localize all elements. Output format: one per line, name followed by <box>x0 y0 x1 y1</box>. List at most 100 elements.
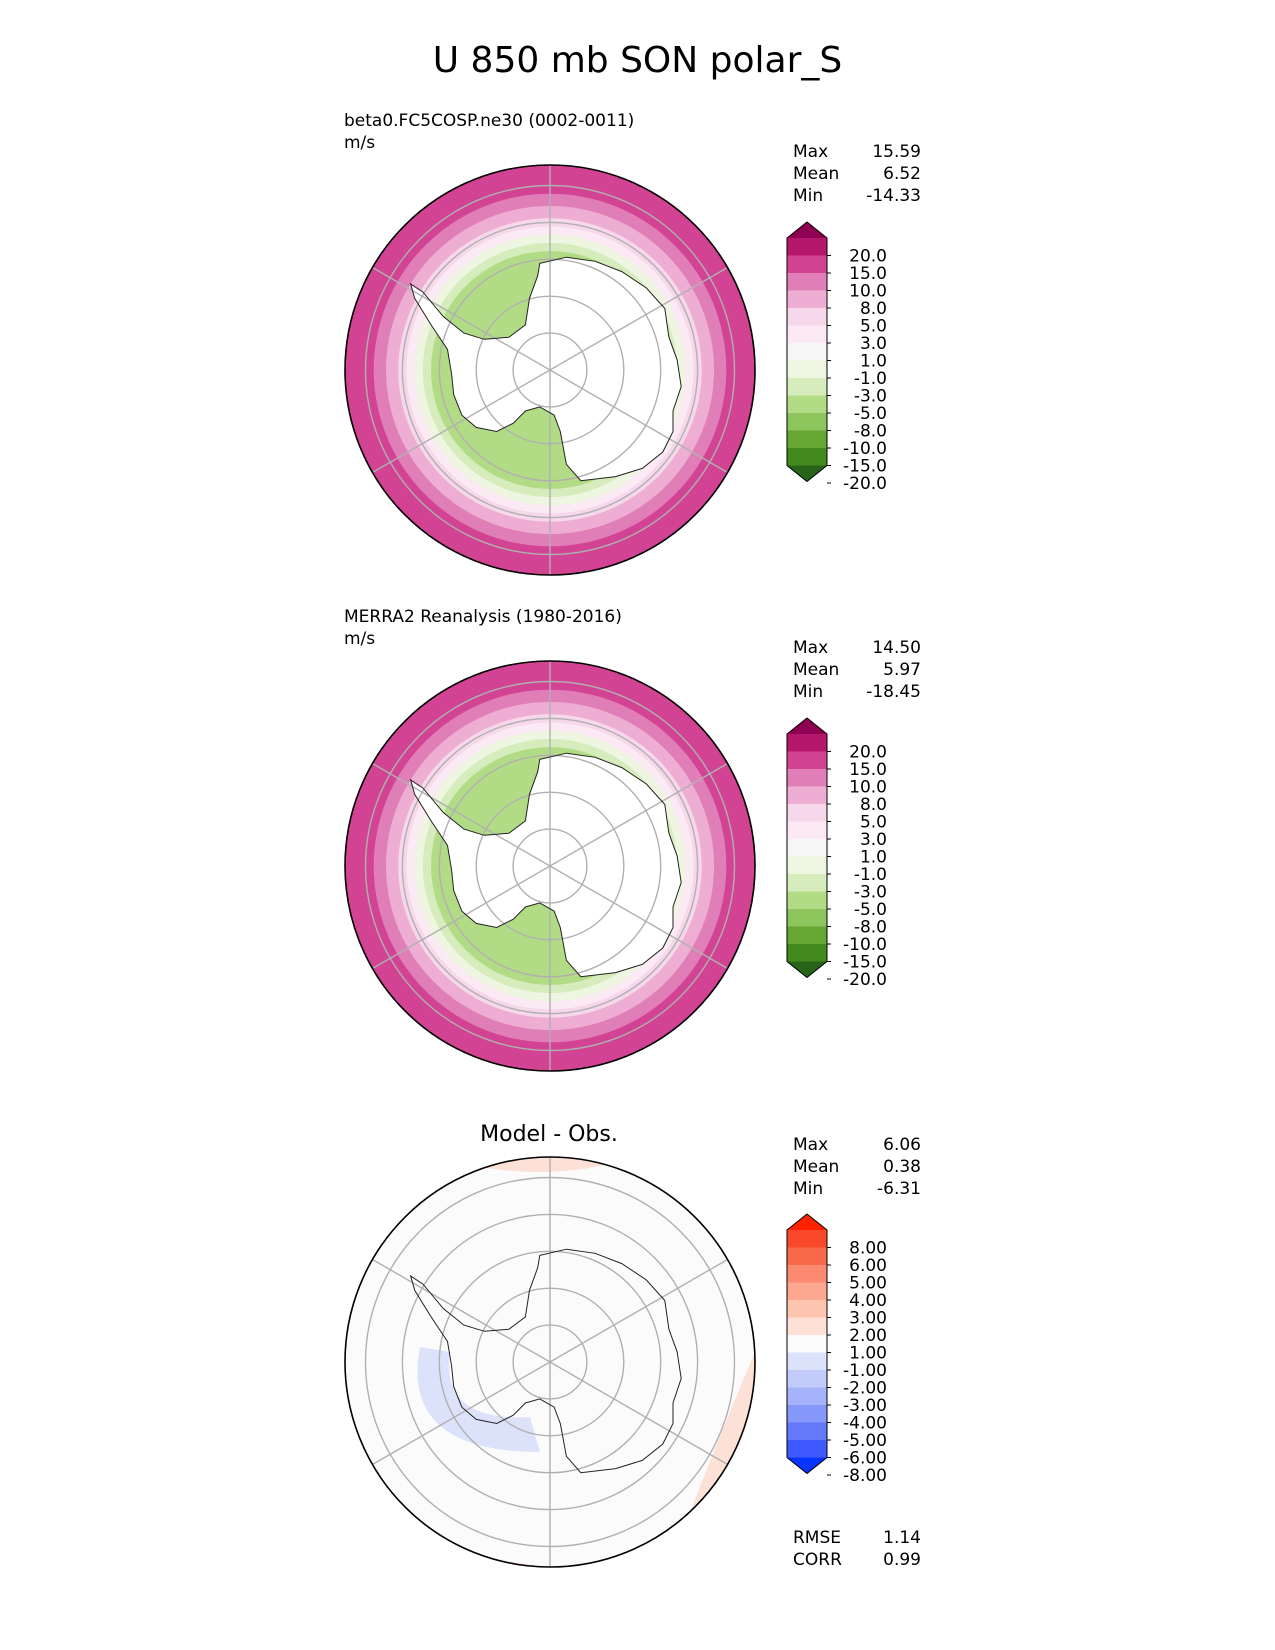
colorbar-tick-label: 6.00 <box>849 1256 887 1276</box>
metric-label: CORR <box>793 1550 842 1570</box>
colorbar-segment <box>787 751 827 770</box>
map-field <box>345 1157 755 1567</box>
colorbar-tick-label: 5.0 <box>860 317 887 337</box>
antarctica-interior <box>410 257 682 481</box>
colorbar-tick-label: 8.00 <box>849 1239 887 1259</box>
colorbar-tick-label: -15.0 <box>843 953 887 973</box>
colorbar-tick-label: -3.00 <box>843 1396 887 1416</box>
graticule-meridian <box>549 762 728 867</box>
panel-reference-polar-map <box>344 660 756 1072</box>
colorbar-tick-label: -8.0 <box>854 918 887 938</box>
colorbar-tick-label: -1.0 <box>854 865 887 885</box>
stat-label: Mean <box>793 1157 840 1177</box>
stat-value: 15.59 <box>872 142 921 162</box>
colorbar-tick-label: -5.00 <box>843 1431 887 1451</box>
panel-reference-colorbar: 20.015.010.08.05.03.01.0-1.0-3.0-5.0-8.0… <box>786 717 887 990</box>
panel-test-units: m/s <box>344 133 376 153</box>
colorbar-segment <box>787 786 827 805</box>
colorbar-segment <box>787 378 827 397</box>
stat-value: 14.50 <box>872 638 921 658</box>
stat-min-row: Min -6.31 <box>793 1178 921 1200</box>
colorbar-segment <box>787 874 827 893</box>
stat-max-row: Max 14.50 <box>793 637 921 659</box>
stat-label: Mean <box>793 164 840 184</box>
colorbar-tick-label: 5.00 <box>849 1274 887 1294</box>
panel-reference-name: MERRA2 Reanalysis (1980-2016) <box>344 607 622 627</box>
graticule-meridian <box>549 369 728 474</box>
colorbar-segment <box>787 395 827 414</box>
graticule-meridian <box>372 369 551 474</box>
panel-diff-stats: Max 6.06 Mean 0.38 Min -6.31 <box>793 1134 921 1200</box>
colorbar-extension-top <box>787 222 827 238</box>
metric-corr-row: CORR 0.99 <box>793 1549 921 1571</box>
panel-test-stats: Max 15.59 Mean 6.52 Min -14.33 <box>793 141 921 207</box>
colorbar-segment <box>787 308 827 327</box>
colorbar-tick-label: 8.0 <box>860 795 887 815</box>
stat-mean-row: Mean 5.97 <box>793 659 921 681</box>
graticule-meridian <box>372 865 551 970</box>
map-border <box>344 164 756 576</box>
colorbar-segment <box>787 891 827 910</box>
colorbar-tick-label: 5.0 <box>860 813 887 833</box>
colorbar-tick-label: 10.0 <box>849 282 887 302</box>
colorbar-tick-label: 1.0 <box>860 848 887 868</box>
colorbar-segment <box>787 1422 827 1441</box>
colorbar-segment <box>787 1247 827 1266</box>
colorbar-tick-label: -15.0 <box>843 457 887 477</box>
colorbar-segment <box>787 734 827 753</box>
diff-negative-region <box>417 1347 540 1452</box>
colorbar-extension-bottom <box>787 961 827 978</box>
stat-min-row: Min -14.33 <box>793 185 921 207</box>
colorbar-extension-top <box>787 718 827 734</box>
colorbar-segment <box>787 821 827 840</box>
colorbar-tick-label: -5.0 <box>854 900 887 920</box>
colorbar-tick-label: 4.00 <box>849 1291 887 1311</box>
stat-label: Max <box>793 142 829 162</box>
panel-test-colorbar: 20.015.010.08.05.03.01.0-1.0-3.0-5.0-8.0… <box>786 221 887 494</box>
panel-diff-colorbar: 8.006.005.004.003.002.001.00-1.00-2.00-3… <box>786 1213 887 1486</box>
colorbar-tick-label: -10.0 <box>843 935 887 955</box>
stat-label: Mean <box>793 660 840 680</box>
stat-value: 5.97 <box>883 660 921 680</box>
colorbar-tick-label: -8.0 <box>854 422 887 442</box>
metric-value: 0.99 <box>883 1550 921 1570</box>
colorbar-tick-label: 1.00 <box>849 1344 887 1364</box>
graticule-meridian <box>549 865 728 970</box>
colorbar-segment <box>787 1282 827 1301</box>
colorbar-tick-label: -3.0 <box>854 883 887 903</box>
colorbar-segment <box>787 944 827 963</box>
colorbar-segment <box>787 1387 827 1406</box>
colorbar-segment <box>787 1335 827 1354</box>
map-field <box>345 165 755 575</box>
panel-test-label: beta0.FC5COSP.ne30 (0002-0011) m/s <box>344 110 634 154</box>
colorbar-tick-label: 20.0 <box>849 247 887 267</box>
graticule-meridian <box>372 266 551 371</box>
panel-test-polar-map <box>344 164 756 576</box>
map-border <box>344 1156 756 1568</box>
colorbar-segment <box>787 413 827 432</box>
graticule-meridian <box>549 266 728 371</box>
colorbar-tick-label: 15.0 <box>849 760 887 780</box>
panel-diff-metrics: RMSE 1.14 CORR 0.99 <box>793 1527 921 1571</box>
colorbar-tick-label: -3.0 <box>854 387 887 407</box>
colorbar-segment <box>787 430 827 449</box>
graticule-meridian <box>372 762 551 867</box>
colorbar-tick-label: -20.0 <box>843 970 887 990</box>
stat-value: -6.31 <box>877 1179 921 1199</box>
colorbar-segment <box>787 448 827 467</box>
antarctica-coastline <box>409 256 682 482</box>
colorbar-tick-label: 15.0 <box>849 264 887 284</box>
colorbar-segment <box>787 325 827 344</box>
colorbar-tick-label: -4.00 <box>843 1414 887 1434</box>
stat-value: 6.06 <box>883 1135 921 1155</box>
graticule-meridian <box>372 1361 551 1466</box>
antarctica-interior <box>410 753 682 977</box>
colorbar-tick-label: 3.0 <box>860 830 887 850</box>
colorbar-tick-label: -5.0 <box>854 404 887 424</box>
map-border <box>344 660 756 1072</box>
colorbar-segment <box>787 343 827 362</box>
colorbar-extension-top <box>787 1214 827 1230</box>
colorbar-tick-label: 8.0 <box>860 299 887 319</box>
colorbar-segment <box>787 1300 827 1319</box>
colorbar-tick-label: 10.0 <box>849 778 887 798</box>
